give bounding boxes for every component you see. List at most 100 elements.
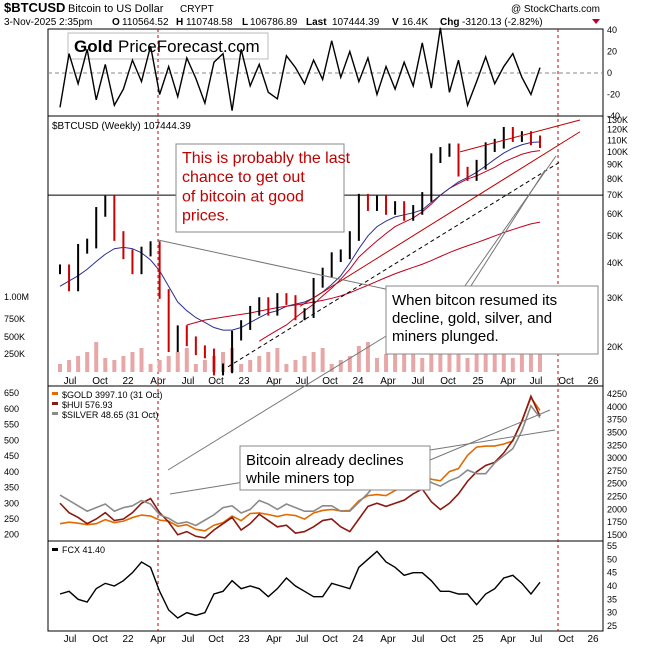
- oscillator-tick-label: 20: [607, 47, 617, 57]
- metals-legend-label: $HUI 576.93: [62, 400, 113, 410]
- plunge-annotation-box: When bitcon resumed its decline, gold, si…: [385, 285, 599, 355]
- volume-tick-label: 500K: [4, 332, 25, 342]
- gold-line: [59, 395, 541, 532]
- price-tick-label: 70K: [607, 190, 623, 200]
- volume-bar: [528, 350, 533, 372]
- volume-bar: [402, 352, 407, 372]
- volume-bar: [347, 356, 352, 372]
- price-tick-label: 60K: [607, 209, 623, 219]
- dashed-trendline: [227, 161, 561, 368]
- watermark-text: @ StockCharts.com: [511, 4, 600, 15]
- metals-right-tick: 3500: [607, 427, 627, 437]
- metals-left-tick: 350: [4, 483, 19, 493]
- annotation-line: When bitcon resumed its: [392, 292, 557, 309]
- x-tick-label: Jul: [530, 376, 543, 387]
- resistance-trendline: [459, 119, 581, 153]
- volume-bar: [519, 354, 524, 372]
- fcx-line: [59, 550, 541, 619]
- x-tick-label: 24: [352, 376, 364, 387]
- x-tick-label: Jul: [64, 376, 77, 387]
- x-tick-label: 23: [238, 634, 250, 645]
- metals-left-tick: 500: [4, 435, 19, 445]
- metals-left-tick: 550: [4, 420, 19, 430]
- x-tick-label: 22: [122, 376, 134, 387]
- x-tick-label: Apr: [500, 376, 516, 387]
- fcx-legend-label: FCX 41.40: [62, 545, 105, 555]
- quote-line: 3-Nov-2025 2:35pm O 110564.52 H 110748.5…: [4, 17, 600, 28]
- volume-bar: [139, 348, 144, 372]
- red-annotation-box: This is probably the last chance to get o…: [175, 143, 351, 233]
- legend-swatch: [52, 392, 58, 395]
- quote-chg: -3120.13 (-2.82%): [462, 17, 543, 28]
- x-tick-label: Oct: [92, 376, 108, 387]
- symbol-description: Bitcoin to US Dollar: [68, 3, 164, 15]
- volume-bar: [438, 350, 443, 372]
- fcx-tick-label: 30: [607, 608, 617, 618]
- x-tick-label: Jul: [64, 634, 77, 645]
- metals-left-tick: 200: [4, 530, 19, 540]
- volume-bar: [311, 352, 316, 372]
- fcx-tick-label: 55: [607, 541, 617, 551]
- x-tick-label: Oct: [322, 376, 338, 387]
- volume-bar: [148, 364, 153, 372]
- volume-bar: [157, 360, 162, 372]
- volume-bar: [538, 346, 542, 372]
- x-tick-label: Jul: [182, 376, 195, 387]
- volume-tick-label: 1.00M: [4, 292, 29, 302]
- x-tick-label: Oct: [440, 634, 456, 645]
- quote-high: 110748.58: [186, 17, 233, 28]
- annotation-line: of bitcoin at good: [182, 188, 304, 205]
- volume-bar: [275, 348, 280, 372]
- ma-short-line: [258, 150, 541, 342]
- x-tick-label: 25: [472, 634, 484, 645]
- x-tick-label: Jul: [412, 634, 425, 645]
- annotation-line: This is probably the last: [182, 150, 351, 167]
- metals-left-tick: 250: [4, 514, 19, 524]
- fcx-tick-label: 25: [607, 621, 617, 631]
- quote-volume: 16.4K: [402, 17, 428, 28]
- plunge-annotation-text: When bitcon resumed its decline, gold, si…: [392, 292, 557, 345]
- volume-bar: [456, 342, 461, 372]
- volume-bar: [175, 352, 180, 372]
- annotation-line: miners plunged.: [392, 328, 499, 345]
- x-tick-label: Jul: [296, 376, 309, 387]
- x-tick-label: 24: [352, 634, 364, 645]
- x-tick-label: Jul: [296, 634, 309, 645]
- metals-left-tick: 400: [4, 467, 19, 477]
- metals-left-tick: 650: [4, 388, 19, 398]
- volume-bar: [248, 360, 253, 372]
- miners-annotation-text: Bitcoin already declines while miners top: [245, 452, 404, 487]
- volume-bar: [411, 342, 416, 372]
- ma-long2-line: [186, 221, 541, 326]
- quote-volume-label: V: [392, 17, 399, 28]
- fcx-tick-label: 45: [607, 568, 617, 578]
- volume-bar: [338, 360, 343, 372]
- quote-open: 110564.52: [122, 17, 169, 28]
- legend-swatch: [52, 548, 58, 551]
- fcx-panel-frame: [47, 540, 604, 632]
- price-tick-label: 80K: [607, 174, 623, 184]
- volume-bar: [365, 342, 370, 372]
- quote-open-label: O: [112, 17, 120, 28]
- logo-gold-text: Gold: [74, 37, 113, 56]
- x-tick-label: Oct: [208, 376, 224, 387]
- volume-bar: [121, 356, 126, 372]
- oscillator-tick-label: -40: [607, 111, 620, 121]
- oscillator-line: [59, 27, 541, 111]
- price-tick-label: 100K: [607, 147, 628, 157]
- annotation-connector: [157, 239, 391, 291]
- legend-swatch: [52, 412, 58, 415]
- volume-bar: [420, 358, 425, 372]
- volume-bar: [193, 364, 198, 372]
- annotation-connector: [429, 429, 556, 451]
- chart-marks: Jul Oct 22 Apr Jul Oct 23 Apr Jul Oct 24 Apr Jul Oct 2…: [4, 25, 628, 645]
- volume-bar: [447, 346, 452, 372]
- x-tick-label: 25: [472, 376, 484, 387]
- symbol-title: $BTCUSD: [4, 0, 65, 15]
- volume-bar: [465, 358, 470, 372]
- volume-bar: [429, 354, 434, 372]
- metals-right-tick: 3750: [607, 415, 627, 425]
- x-tick-label: 26: [587, 634, 599, 645]
- volume-tick-label: 250K: [4, 349, 25, 359]
